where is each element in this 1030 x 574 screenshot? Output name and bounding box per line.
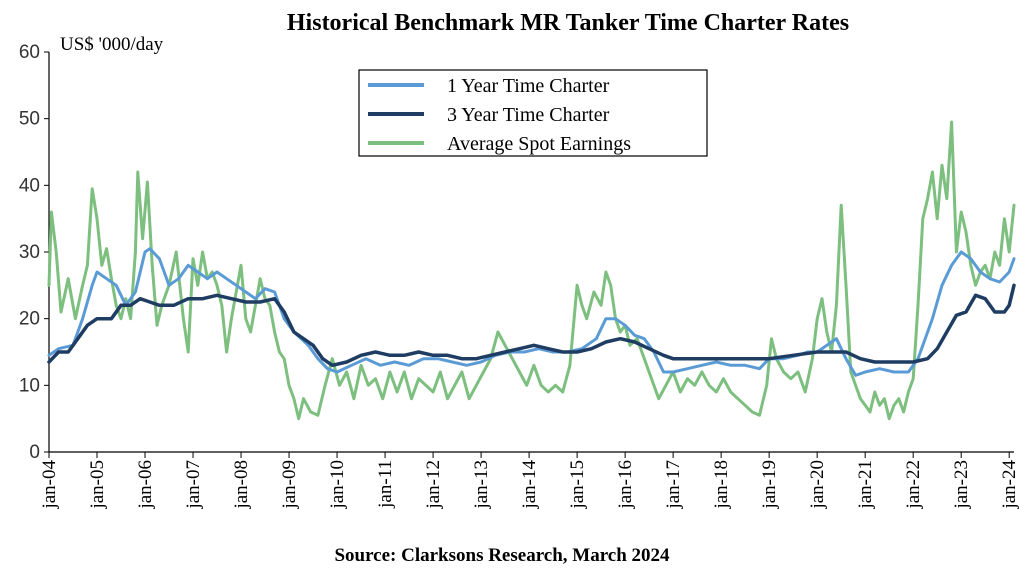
x-tick-label: jan-17: [663, 460, 684, 510]
x-tick-label: jan-22: [903, 460, 924, 510]
y-tick-label: 50: [19, 109, 40, 130]
x-tick-label: jan-10: [327, 460, 348, 510]
y-axis: 0 10 20 30 40 50 60: [19, 42, 50, 463]
x-tick-label: jan-05: [87, 460, 108, 510]
x-axis: jan-04 jan-05 jan-06 jan-07 jan-08 jan-09 jan-…: [39, 451, 1020, 510]
x-tick-label: jan-09: [279, 460, 300, 510]
y-axis-unit-label: US$ '000/day: [60, 34, 164, 55]
x-tick-label: jan-21: [855, 460, 876, 510]
legend-label-3yr: 3 Year Time Charter: [447, 104, 610, 126]
series-line-3yr-time-charter: [47, 283, 1016, 368]
y-tick-label: 40: [19, 175, 40, 196]
x-tick-label: jan-06: [135, 460, 156, 510]
y-tick-label: 30: [19, 242, 40, 263]
x-tick-label: jan-11: [375, 460, 396, 509]
x-tick-label: jan-04: [39, 460, 60, 510]
x-tick-label: jan-12: [423, 460, 444, 510]
x-tick-label: jan-23: [951, 460, 972, 510]
legend-label-1yr: 1 Year Time Charter: [447, 75, 610, 97]
x-tick-label: jan-18: [711, 460, 732, 510]
x-tick-label: jan-14: [519, 460, 540, 510]
x-tick-label: jan-16: [615, 460, 636, 510]
x-tick-label: jan-19: [759, 460, 780, 510]
x-tick-label: jan-15: [567, 460, 588, 510]
series-line-1yr-time-charter: [47, 247, 1016, 377]
y-tick-label: 10: [19, 375, 40, 396]
chart-title: Historical Benchmark MR Tanker Time Char…: [287, 10, 849, 36]
legend: 1 Year Time Charter 3 Year Time Charter …: [358, 69, 708, 157]
x-tick-label: jan-08: [231, 460, 252, 510]
plot-area: [47, 120, 1016, 421]
legend-label-spot: Average Spot Earnings: [447, 133, 631, 155]
x-tick-label: jan-07: [183, 460, 204, 510]
x-tick-label: jan-20: [807, 460, 828, 510]
x-tick-label: jan-24: [999, 460, 1020, 510]
y-tick-label: 60: [19, 42, 40, 63]
x-tick-label: jan-13: [471, 460, 492, 510]
y-tick-label: 0: [29, 442, 40, 463]
source-note: Source: Clarksons Research, March 2024: [334, 545, 670, 566]
y-tick-label: 20: [19, 309, 40, 330]
series-line-average-spot: [47, 120, 1016, 421]
